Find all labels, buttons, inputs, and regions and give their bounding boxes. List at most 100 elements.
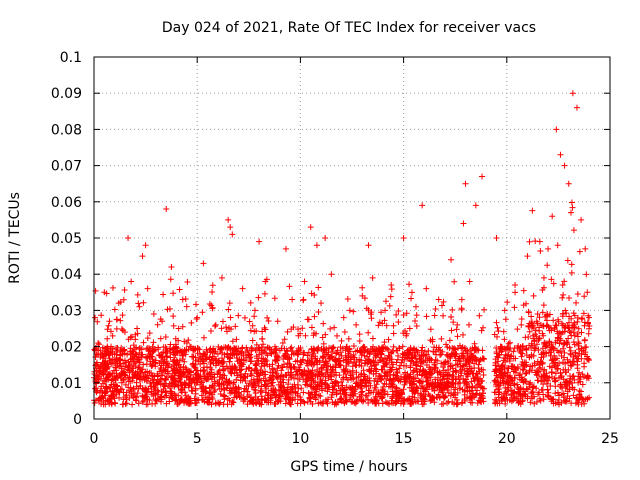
data-point	[398, 376, 405, 383]
data-point	[396, 365, 403, 372]
data-point	[523, 346, 530, 353]
data-point	[579, 381, 586, 388]
y-axis-ticks: 0 0.01 0.02 0.03 0.04 0.05 0.06 0.07 0.08 0.09 0.1	[51, 50, 610, 428]
data-point	[172, 396, 179, 403]
data-point	[585, 373, 592, 380]
data-point	[401, 398, 408, 405]
data-point	[399, 354, 406, 361]
data-point	[96, 389, 103, 396]
data-point	[169, 390, 176, 397]
data-point	[136, 303, 143, 310]
data-point	[217, 390, 224, 397]
data-point	[343, 384, 350, 391]
data-point	[226, 380, 233, 387]
data-point	[135, 300, 142, 307]
data-point	[102, 385, 109, 392]
data-point	[456, 385, 463, 392]
data-point	[285, 394, 292, 401]
data-point	[299, 356, 306, 363]
data-point	[517, 371, 524, 378]
data-point	[363, 383, 370, 390]
data-point	[570, 329, 577, 336]
data-point	[526, 383, 533, 390]
data-point	[444, 344, 451, 351]
data-point	[208, 366, 215, 373]
data-point	[170, 313, 177, 320]
data-point	[501, 307, 508, 314]
data-point	[346, 307, 353, 314]
data-point	[539, 286, 546, 293]
data-point	[109, 370, 116, 377]
data-point	[579, 315, 586, 322]
data-point	[534, 377, 541, 384]
data-point	[565, 335, 572, 342]
data-point	[360, 343, 367, 350]
data-point	[496, 351, 503, 358]
data-point	[369, 274, 376, 281]
data-point	[294, 392, 301, 399]
data-point	[196, 346, 203, 353]
data-point	[569, 384, 576, 391]
data-point	[479, 173, 486, 180]
data-point	[449, 379, 456, 386]
data-point	[466, 278, 473, 285]
data-point	[269, 372, 276, 379]
data-point	[225, 378, 232, 385]
data-point	[563, 379, 570, 386]
data-point	[514, 326, 521, 333]
data-point	[252, 387, 259, 394]
data-point	[523, 359, 530, 366]
data-point	[431, 399, 438, 406]
data-point	[432, 376, 439, 383]
data-point	[235, 312, 242, 319]
data-point	[192, 301, 199, 308]
data-point	[223, 363, 230, 370]
data-point	[562, 307, 569, 314]
data-point	[441, 361, 448, 368]
data-point	[118, 379, 125, 386]
data-point	[127, 334, 134, 341]
data-point	[175, 400, 181, 407]
data-point	[116, 394, 123, 401]
data-point	[445, 398, 452, 405]
data-point	[389, 364, 396, 371]
data-point	[132, 362, 139, 369]
data-point	[451, 349, 458, 356]
data-point	[526, 320, 533, 327]
data-point	[451, 389, 458, 396]
data-point	[94, 375, 101, 382]
data-point	[530, 292, 537, 299]
data-point	[253, 368, 260, 375]
data-point	[141, 392, 148, 399]
data-point	[185, 382, 192, 389]
data-point	[566, 344, 573, 351]
data-point	[578, 329, 585, 336]
data-point	[438, 401, 445, 408]
data-point	[257, 387, 264, 394]
data-point	[111, 306, 118, 313]
data-point	[575, 373, 582, 380]
data-point	[554, 399, 561, 406]
data-point	[515, 400, 522, 407]
data-point	[162, 334, 169, 341]
data-point	[232, 364, 239, 371]
data-point	[192, 385, 199, 392]
data-point	[246, 318, 253, 325]
data-point	[133, 358, 140, 365]
data-point	[510, 348, 517, 355]
data-point	[113, 367, 120, 374]
data-point	[326, 355, 333, 362]
data-point	[315, 371, 322, 378]
data-point	[296, 367, 303, 374]
data-point	[331, 324, 338, 331]
data-point	[105, 322, 112, 329]
data-point	[99, 344, 106, 351]
data-point	[356, 393, 363, 400]
data-point	[129, 365, 136, 372]
y-tick-label: 0.02	[51, 340, 82, 356]
data-point	[414, 369, 421, 376]
data-point	[359, 388, 366, 395]
data-point	[184, 279, 191, 286]
data-point	[111, 387, 118, 394]
data-point	[188, 319, 195, 326]
